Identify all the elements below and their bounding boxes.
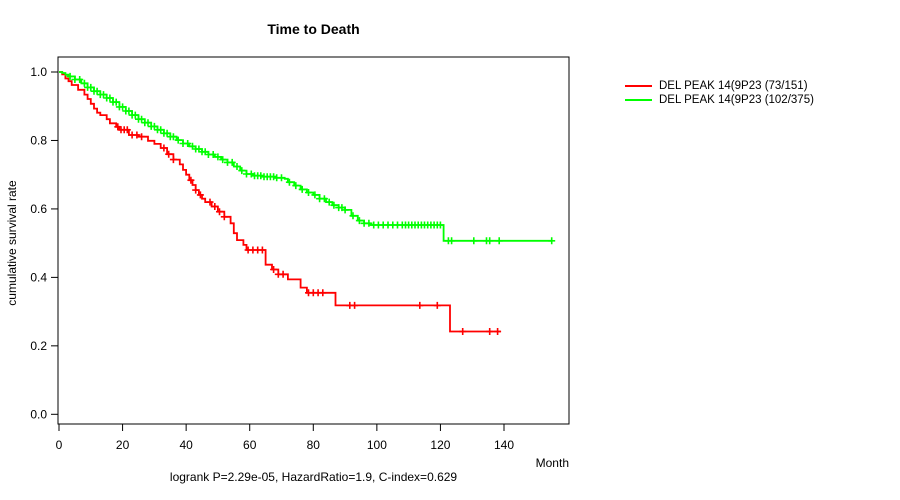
chart-title: Time to Death	[267, 21, 360, 37]
survival-curve-group2	[59, 71, 552, 242]
x-tick-label: 20	[116, 438, 130, 452]
stats-annotation: logrank P=2.29e-05, HazardRatio=1.9, C-i…	[169, 470, 458, 484]
y-tick-label: 0.8	[30, 133, 47, 147]
x-tick-label: 80	[307, 438, 321, 452]
x-tick-label: 40	[179, 438, 193, 452]
y-tick-label: 0.4	[30, 270, 47, 284]
x-tick-label: 0	[56, 438, 63, 452]
survival-curve-group1	[59, 71, 501, 333]
legend-item-group1: DEL PEAK 14(9P23 (73/151)	[625, 79, 814, 93]
x-tick-label: 100	[367, 438, 387, 452]
censor-marks-group2	[66, 72, 556, 245]
legend-line-icon	[625, 85, 652, 87]
x-tick-label: 60	[243, 438, 257, 452]
y-tick-label: 0.2	[30, 339, 47, 353]
y-tick-label: 0.0	[30, 407, 47, 421]
x-tick-label: 140	[494, 438, 514, 452]
legend-line-icon	[625, 99, 652, 101]
legend-item-group2: DEL PEAK 14(9P23 (102/375)	[625, 93, 814, 107]
x-axis-label: Month	[535, 456, 569, 470]
legend-label-group2: DEL PEAK 14(9P23 (102/375)	[659, 94, 814, 106]
censor-marks-group1	[114, 123, 502, 335]
y-tick-label: 1.0	[30, 65, 47, 79]
y-tick-label: 0.6	[30, 202, 47, 216]
x-tick-label: 120	[430, 438, 450, 452]
legend-label-group1: DEL PEAK 14(9P23 (73/151)	[659, 80, 808, 92]
legend: DEL PEAK 14(9P23 (73/151) DEL PEAK 14(9P…	[625, 79, 814, 107]
